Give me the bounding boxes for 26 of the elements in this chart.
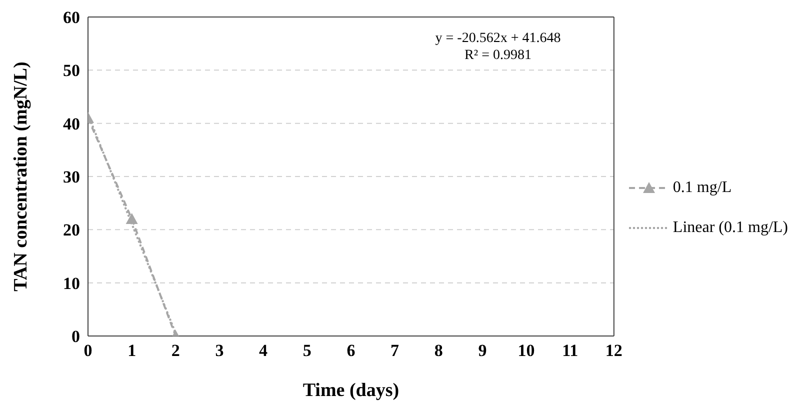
legend-label: 0.1 mg/L bbox=[672, 179, 732, 197]
y-axis-title: TAN concentration (mgN/L) bbox=[10, 62, 32, 292]
x-tick-label: 3 bbox=[215, 341, 224, 360]
x-axis-title: Time (days) bbox=[302, 380, 400, 401]
x-tick-label: 11 bbox=[562, 341, 578, 360]
y-tick-label: 60 bbox=[63, 8, 80, 28]
x-tick-label: 7 bbox=[390, 341, 400, 360]
x-tick-label: 8 bbox=[434, 341, 443, 360]
y-tick-label: 50 bbox=[63, 61, 80, 80]
x-tick-label: 10 bbox=[518, 341, 535, 360]
y-tick-label: 30 bbox=[63, 168, 80, 187]
y-tick-label: 10 bbox=[63, 274, 80, 293]
x-tick-label: 5 bbox=[302, 341, 312, 360]
x-tick-label: 0 bbox=[84, 341, 92, 360]
x-tick-label: 4 bbox=[259, 341, 268, 360]
x-tick-label: 1 bbox=[128, 341, 136, 360]
y-tick-label: 0 bbox=[72, 327, 80, 346]
x-tick-label: 12 bbox=[605, 341, 622, 360]
x-tick-label: 9 bbox=[478, 341, 487, 360]
x-tick-label: 6 bbox=[346, 341, 356, 360]
y-tick-label: 20 bbox=[63, 220, 80, 240]
x-tick-label: 2 bbox=[171, 341, 180, 360]
annotation: y = -20.562x + 41.648 bbox=[434, 30, 562, 47]
annotation: R² = 0.9981 bbox=[464, 47, 532, 64]
y-tick-label: 40 bbox=[63, 114, 80, 134]
legend-label: Linear (0.1 mg/L) bbox=[672, 219, 788, 237]
